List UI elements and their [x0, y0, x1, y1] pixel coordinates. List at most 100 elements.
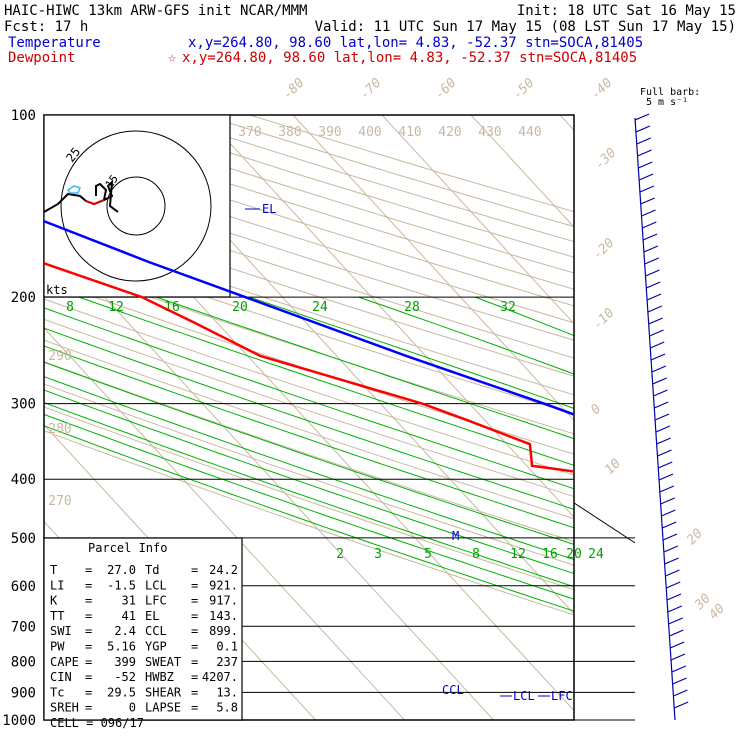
theta-label: 420 [438, 125, 461, 140]
theta-e-label: 28 [404, 300, 420, 315]
isotherm-label: -40 [588, 75, 615, 102]
theta-e-label: 32 [500, 300, 516, 315]
wind-barb [648, 317, 663, 325]
parcel-key: SWEAT [145, 655, 181, 669]
parcel-value: 237 [216, 655, 238, 669]
wind-barb [646, 281, 661, 289]
parcel-key: LCL [145, 578, 167, 592]
init-time: Init: 18 UTC Sat 16 May 15 [517, 3, 736, 19]
wind-barb [659, 485, 675, 493]
parcel-value: 5.16 [107, 640, 136, 654]
wind-barb [636, 137, 651, 145]
wind-barb [654, 413, 670, 421]
wind-barb [660, 497, 675, 505]
dewpoint-profile [44, 261, 574, 473]
header: HAIC-HIWC 13km ARW-GFS init NCAR/MMM Ini… [4, 3, 736, 66]
barb-staff-guide [634, 117, 676, 721]
parcel-eq: = [85, 624, 92, 638]
sounding-profiles [44, 219, 574, 473]
pressure-tick-label: 700 [11, 619, 36, 635]
parcel-value: 4207. [202, 670, 238, 684]
parcel-eq: = [85, 594, 92, 608]
wind-barb [634, 113, 650, 121]
isotherm-label: -10 [590, 305, 617, 332]
parcel-eq: = [85, 578, 92, 592]
isotherm-line [203, 115, 574, 518]
pressure-tick-label: 800 [11, 654, 36, 670]
parcel-eq: = [85, 655, 92, 669]
theta-label: 280 [48, 422, 71, 437]
parcel-value: 0.1 [216, 640, 238, 654]
isotherm-line [649, 115, 740, 733]
dry-adiabat [44, 406, 574, 591]
parcel-key: PW [50, 640, 65, 654]
theta-e-label: 16 [164, 300, 180, 315]
theta-label: 410 [398, 125, 421, 140]
parcel-value: 13. [216, 685, 238, 699]
wind-barb [640, 197, 655, 205]
wind-barb [671, 665, 687, 673]
wind-barb [669, 629, 684, 637]
parcel-info-rows: T = 27.0 Td = 24.2 LI = -1.5 LCL = 921. K = 31 LFC = 917.… [50, 563, 238, 730]
parcel-value: 24.2 [209, 563, 238, 577]
parcel-value: -52 [114, 670, 136, 684]
theta-label: 440 [518, 125, 541, 140]
parcel-eq: = [191, 624, 198, 638]
mixing-ratio-label: 24 [588, 547, 604, 562]
mixing-ratio-label: 12 [510, 547, 526, 562]
pressure-tick-label: 400 [11, 472, 36, 488]
hodograph-low-level [66, 185, 81, 194]
parcel-info-title: Parcel Info [88, 541, 167, 555]
parcel-value: 899. [209, 624, 238, 638]
mixing-ratio-label: 2 [336, 547, 344, 562]
parcel-key: SWI [50, 624, 72, 638]
wind-barb [669, 641, 685, 649]
wind-barb [641, 209, 656, 217]
wind-barb [652, 377, 667, 385]
hodograph: 25 15 kts [43, 114, 231, 298]
parcel-info-box: Parcel Info [43, 537, 243, 721]
moist-adiabat [44, 402, 574, 588]
theta-label: 270 [48, 494, 71, 509]
isotherm-label: 20 [684, 526, 706, 548]
full-barb-label: Full barb: [640, 87, 700, 98]
isotherm-label: 0 [588, 402, 604, 418]
wind-barb [655, 425, 671, 433]
moist-adiabat [44, 389, 574, 575]
wind-barb [638, 161, 653, 169]
theta-label: 370 [238, 125, 261, 140]
wind-barb [654, 401, 669, 409]
moist-adiabat [44, 413, 574, 600]
wind-barb [661, 509, 676, 517]
dry-adiabat [249, 115, 574, 213]
theta-label: 380 [278, 125, 301, 140]
parcel-key: EL [145, 609, 159, 623]
wind-barb [642, 233, 658, 241]
dry-adiabat [44, 298, 574, 476]
lcl-label: LCL [513, 689, 535, 703]
parcel-eq: = [191, 655, 198, 669]
wind-barb [658, 461, 673, 469]
wind-barb [650, 341, 665, 349]
parcel-key: SREH [50, 701, 79, 715]
wind-barb [639, 185, 655, 193]
parcel-eq: = [85, 609, 92, 623]
pressure-tick-label: 600 [11, 579, 36, 595]
parcel-value: -1.5 [107, 578, 136, 592]
parcel-eq: = [85, 670, 92, 684]
moist-adiabat [44, 327, 574, 510]
theta-e-label: 24 [312, 300, 328, 315]
wind-barb [644, 257, 659, 265]
moist-adiabat [156, 296, 574, 440]
m-label: M [452, 529, 459, 543]
dry-adiabat [44, 430, 574, 616]
parcel-eq: = [85, 563, 92, 577]
pressure-tick-label: 900 [11, 685, 36, 701]
parcel-eq: = [85, 701, 92, 715]
wind-barb [656, 437, 671, 445]
parcel-eq: = [191, 594, 198, 608]
dry-adiabat [44, 240, 574, 415]
wind-barb [653, 389, 668, 397]
parcel-key: Td [145, 563, 159, 577]
wind-barb [665, 581, 681, 589]
